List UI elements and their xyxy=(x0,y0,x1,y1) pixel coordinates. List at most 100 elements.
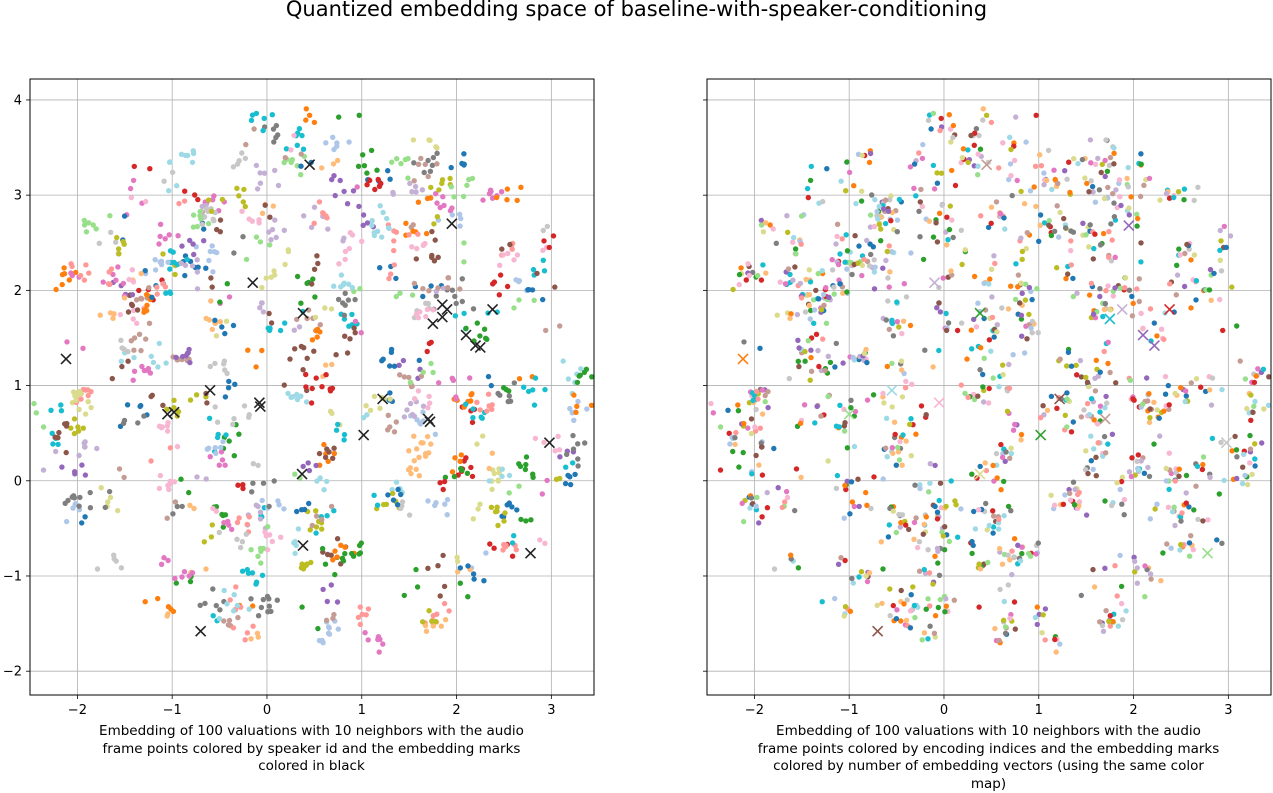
data-point xyxy=(461,259,467,265)
y-tick-label: 4 xyxy=(14,93,22,108)
data-point xyxy=(498,189,505,195)
data-point xyxy=(844,159,850,165)
data-point xyxy=(427,400,433,406)
data-point xyxy=(229,526,235,533)
data-point xyxy=(1065,349,1072,355)
data-point xyxy=(433,293,439,299)
data-point xyxy=(234,602,241,609)
data-point xyxy=(484,408,490,414)
data-point xyxy=(1216,491,1223,497)
embedding-mark xyxy=(168,406,180,418)
data-point xyxy=(1144,375,1150,381)
data-point xyxy=(134,320,140,326)
data-point xyxy=(236,431,242,437)
right-x-axis-label: Embedding of 100 valuations with 10 neig… xyxy=(757,723,1220,792)
data-point xyxy=(1111,145,1117,151)
data-point xyxy=(575,456,581,462)
data-point xyxy=(309,522,315,529)
data-point xyxy=(775,485,781,491)
data-point xyxy=(160,402,166,408)
data-point xyxy=(906,526,912,533)
data-point xyxy=(59,271,66,278)
data-point xyxy=(342,544,348,550)
data-point xyxy=(1034,286,1040,292)
data-point xyxy=(1054,265,1060,271)
data-point xyxy=(324,478,330,485)
data-point xyxy=(388,349,395,355)
data-point xyxy=(174,503,180,510)
data-point xyxy=(1068,238,1074,244)
data-point xyxy=(784,213,790,219)
data-point xyxy=(893,462,899,468)
data-point xyxy=(441,600,448,607)
data-point xyxy=(467,375,473,381)
data-point xyxy=(935,560,941,566)
data-point xyxy=(1193,376,1200,382)
data-point xyxy=(833,423,840,429)
data-point xyxy=(342,256,348,263)
data-point xyxy=(210,586,216,592)
data-point xyxy=(488,382,494,389)
data-point xyxy=(74,392,81,399)
data-point xyxy=(1129,313,1136,319)
data-point xyxy=(420,403,427,409)
data-point xyxy=(164,613,170,619)
data-point xyxy=(982,460,988,466)
data-point xyxy=(1053,649,1059,655)
data-point xyxy=(530,474,536,480)
embedding-mark xyxy=(304,159,316,171)
data-point xyxy=(917,482,923,488)
data-point xyxy=(807,316,813,322)
data-point xyxy=(930,581,936,587)
data-point xyxy=(1181,186,1188,192)
data-point xyxy=(499,466,505,472)
data-point xyxy=(244,521,250,528)
data-point xyxy=(563,464,569,470)
data-point xyxy=(71,430,78,437)
data-point xyxy=(1117,552,1123,559)
data-point xyxy=(429,618,435,624)
data-point xyxy=(402,156,409,163)
data-point xyxy=(1008,508,1014,514)
data-point xyxy=(1048,492,1054,498)
data-point xyxy=(432,237,438,243)
data-point xyxy=(923,606,929,612)
data-point xyxy=(984,527,990,533)
data-point xyxy=(497,272,504,278)
data-point xyxy=(858,569,865,575)
data-point xyxy=(516,297,522,303)
data-point xyxy=(1183,393,1190,399)
data-point xyxy=(190,241,196,247)
data-point xyxy=(1000,372,1006,378)
data-point xyxy=(299,561,305,567)
data-point xyxy=(249,570,256,576)
data-point xyxy=(952,182,959,189)
data-point xyxy=(313,513,320,519)
data-point xyxy=(1101,195,1108,202)
data-point xyxy=(954,327,961,334)
data-point xyxy=(1138,161,1144,167)
data-point xyxy=(1102,173,1108,180)
data-point xyxy=(1198,384,1204,390)
data-point xyxy=(401,374,408,380)
data-point xyxy=(230,625,237,631)
data-point xyxy=(489,195,496,201)
data-point xyxy=(1218,268,1225,274)
data-point xyxy=(233,584,239,590)
data-point xyxy=(978,213,984,219)
data-point xyxy=(1083,232,1089,238)
data-point xyxy=(78,396,84,402)
data-point xyxy=(166,232,172,238)
data-point xyxy=(883,445,889,451)
data-point xyxy=(367,177,373,184)
data-point xyxy=(1092,231,1098,237)
data-point xyxy=(1097,409,1103,415)
data-point xyxy=(319,526,325,532)
data-point xyxy=(1244,481,1251,488)
data-point xyxy=(307,527,313,533)
embedding-mark xyxy=(1116,303,1128,315)
data-point xyxy=(231,453,237,459)
data-point xyxy=(1000,617,1007,623)
data-point xyxy=(988,119,995,126)
data-point xyxy=(394,502,401,508)
